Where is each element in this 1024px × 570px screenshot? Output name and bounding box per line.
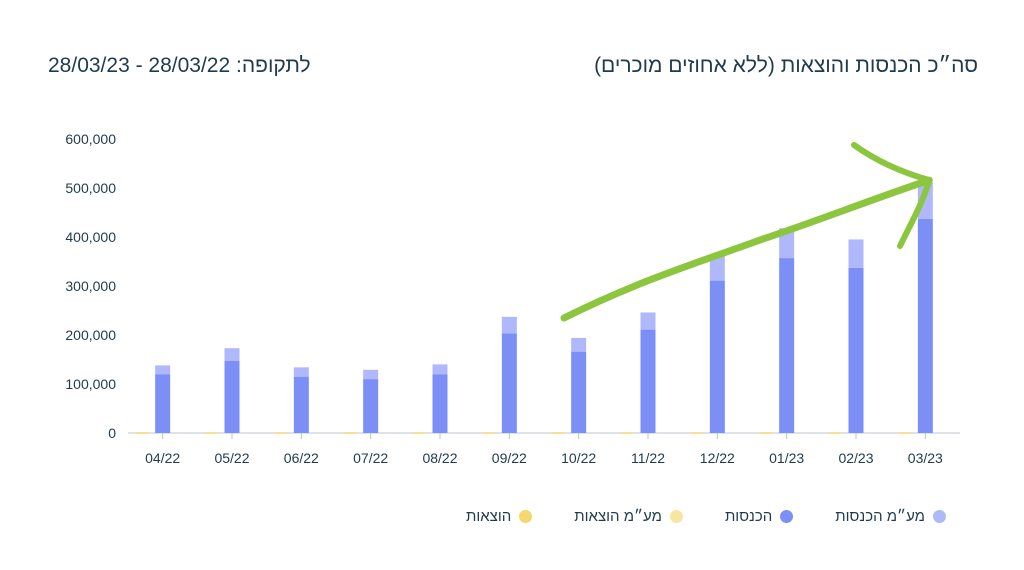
x-tick-label: 12/22 bbox=[700, 450, 735, 466]
bar-income bbox=[571, 351, 587, 433]
bar-income bbox=[224, 360, 240, 433]
y-tick-label: 400,000 bbox=[65, 229, 116, 245]
y-tick-label: 300,000 bbox=[65, 278, 116, 294]
period-range: 28/03/22 - 28/03/23 bbox=[48, 54, 231, 77]
bar-income bbox=[779, 258, 795, 433]
period-prefix: לתקופה: bbox=[236, 54, 311, 77]
bar-vat-income bbox=[848, 239, 864, 268]
bar-vat-income bbox=[501, 316, 517, 334]
y-tick-label: 0 bbox=[108, 425, 116, 441]
x-tick-label: 04/22 bbox=[145, 450, 180, 466]
bar-income bbox=[640, 329, 656, 433]
bar-income bbox=[848, 267, 864, 433]
x-tick-label: 02/23 bbox=[838, 450, 873, 466]
x-tick-label: 05/22 bbox=[214, 450, 249, 466]
legend-dot-vat-expenses bbox=[669, 510, 683, 523]
chart-title: סה״כ הכנסות והוצאות (ללא אחוזים מוכרים) bbox=[594, 54, 978, 77]
legend-dot-expenses bbox=[519, 510, 533, 523]
x-tick-label: 11/22 bbox=[631, 450, 665, 466]
y-tick-label: 500,000 bbox=[65, 180, 116, 196]
x-tick-label: 01/23 bbox=[769, 450, 804, 466]
bar-vat-income bbox=[224, 348, 240, 361]
arrow-stroke bbox=[851, 142, 933, 184]
legend-dot-income bbox=[780, 510, 794, 523]
bar-vat-income bbox=[571, 337, 587, 352]
x-tick-label: 09/22 bbox=[492, 450, 527, 466]
bar-income bbox=[293, 376, 309, 433]
bar-income bbox=[917, 218, 933, 433]
x-tick-label: 08/22 bbox=[422, 450, 457, 466]
x-tick-label: 06/22 bbox=[284, 450, 319, 466]
y-tick-label: 100,000 bbox=[65, 376, 116, 392]
legend-label-income: הכנסות bbox=[724, 508, 773, 525]
bar-income bbox=[501, 333, 517, 433]
legend-label-vat-expenses: מע״מ הוצאות bbox=[574, 508, 662, 525]
bar-vat-income bbox=[363, 369, 379, 380]
bar-income bbox=[709, 280, 725, 433]
arrow-stroke bbox=[566, 180, 929, 316]
y-tick-label: 200,000 bbox=[65, 327, 116, 343]
legend-item-expenses[interactable]: הוצאות bbox=[466, 508, 533, 525]
y-tick-label: 600,000 bbox=[65, 131, 116, 147]
legend-item-vat-expenses[interactable]: מע״מ הוצאות bbox=[574, 508, 683, 525]
arrow-stroke bbox=[897, 177, 933, 249]
chart-legend: מע״מ הכנסות הכנסות מע״מ הוצאות הוצאות bbox=[466, 508, 946, 525]
bar-vat-income bbox=[293, 367, 309, 377]
bar-vat-income bbox=[155, 365, 171, 375]
bar-income bbox=[363, 379, 379, 433]
bar-vat-income bbox=[709, 254, 725, 281]
period-label: לתקופה: 28/03/22 - 28/03/23 bbox=[48, 54, 311, 78]
legend-label-vat-income: מע״מ הכנסות bbox=[835, 508, 925, 525]
bar-vat-income bbox=[432, 364, 448, 375]
legend-item-income[interactable]: הכנסות bbox=[724, 508, 794, 525]
bar-income bbox=[432, 374, 448, 433]
x-tick-label: 10/22 bbox=[561, 450, 596, 466]
trend-arrow-annotation bbox=[560, 142, 933, 322]
bar-vat-income bbox=[917, 182, 933, 219]
bar-chart: 0 100,000 200,000 300,000 400,000 500,000 600,… bbox=[65, 131, 960, 466]
x-tick-label: 07/22 bbox=[353, 450, 388, 466]
legend-label-expenses: הוצאות bbox=[466, 508, 512, 525]
x-tick-label: 03/23 bbox=[908, 450, 943, 466]
bar-vat-income bbox=[640, 312, 656, 330]
legend-item-vat-income[interactable]: מע״מ הכנסות bbox=[835, 508, 946, 525]
bar-income bbox=[155, 374, 171, 433]
legend-dot-vat-income bbox=[933, 510, 946, 523]
